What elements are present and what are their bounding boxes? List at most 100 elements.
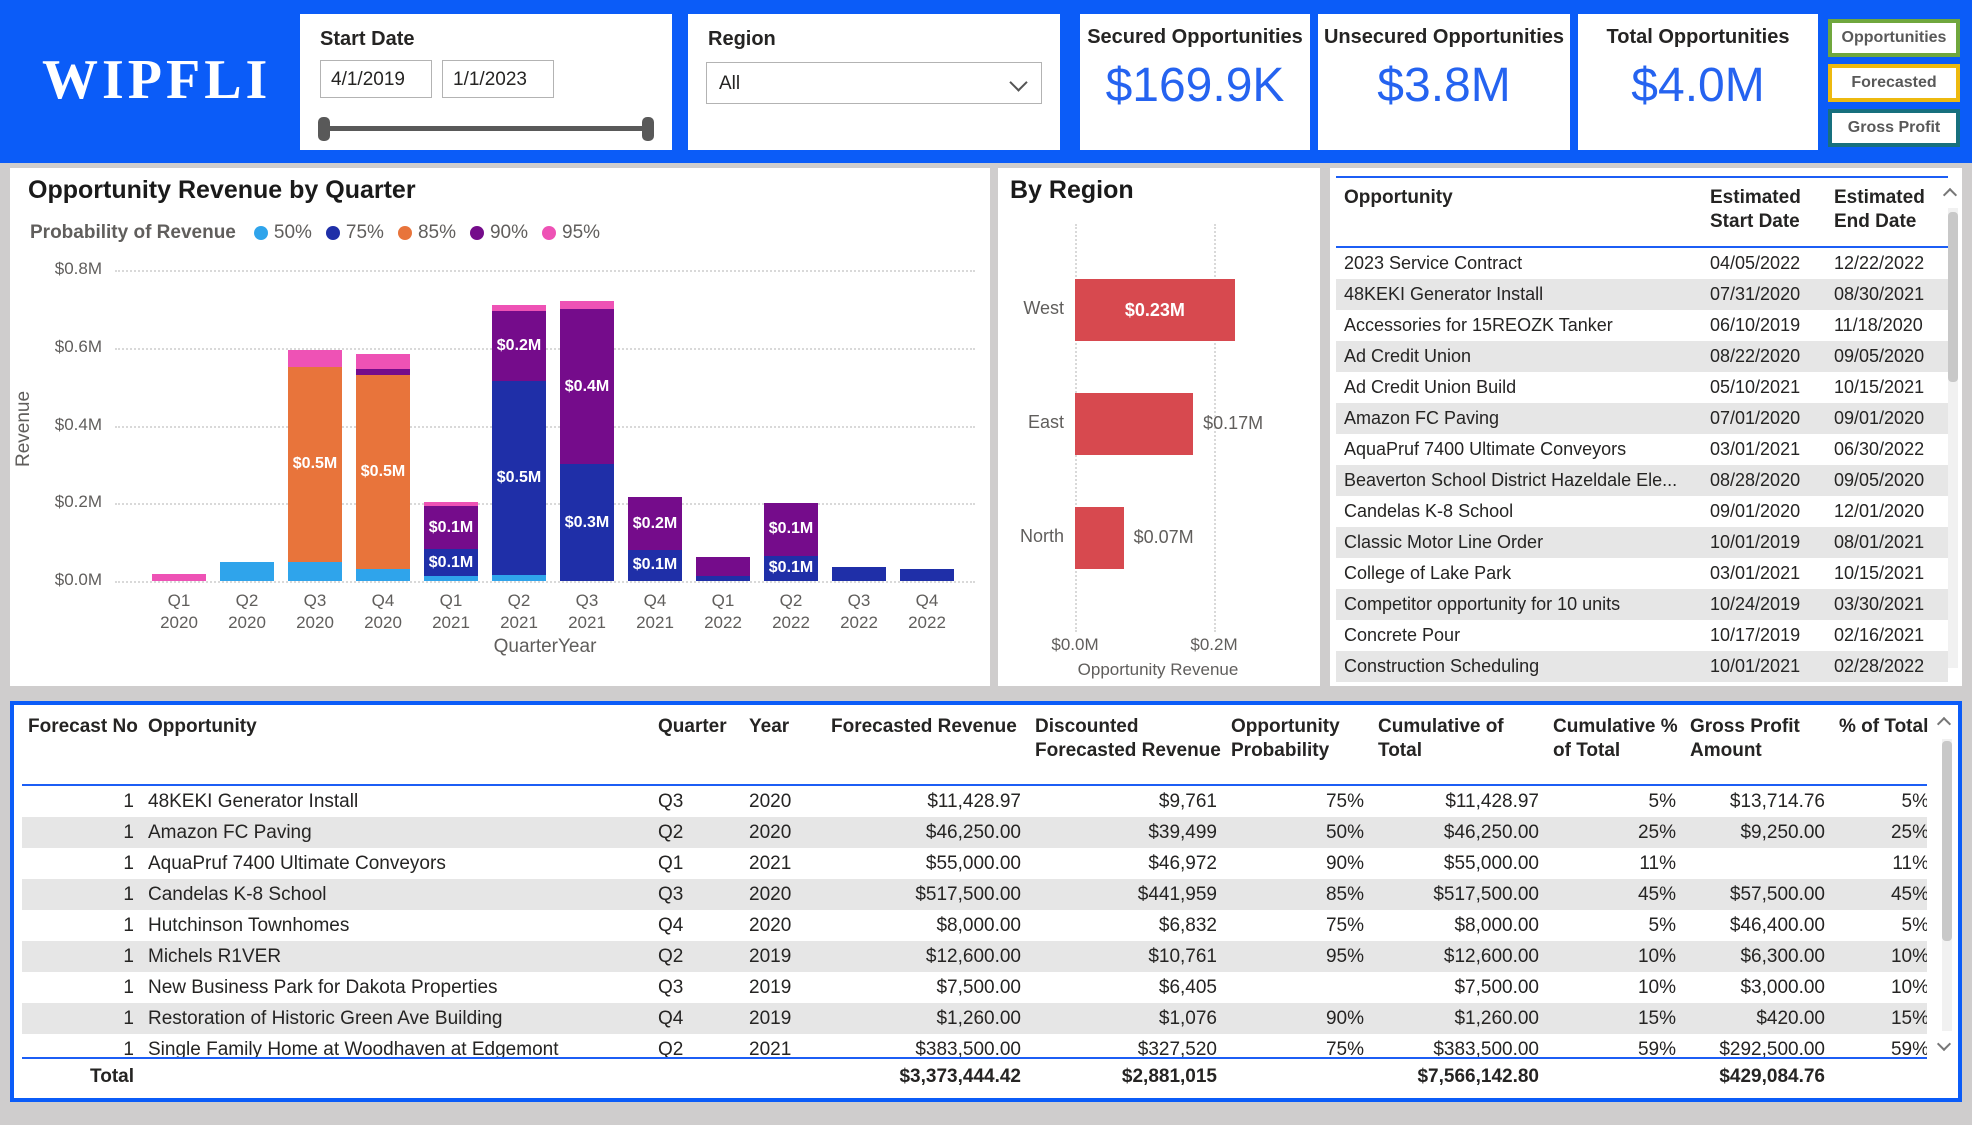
start-date-to-input[interactable]: 1/1/2023: [442, 60, 554, 98]
slider-handle-right[interactable]: [642, 117, 654, 141]
table-cell: $46,400.00: [1684, 910, 1831, 941]
bar-segment[interactable]: [492, 305, 546, 311]
table-cell: $292,500.00: [1684, 1034, 1831, 1057]
bar-segment[interactable]: $0.1M: [628, 550, 682, 581]
bar-segment[interactable]: [424, 502, 478, 507]
bar-segment[interactable]: [356, 369, 410, 375]
revenue-by-quarter-panel: Opportunity Revenue by Quarter Probabili…: [10, 168, 990, 686]
column-header[interactable]: Cumulative of Total: [1372, 705, 1545, 784]
bar-segment[interactable]: $0.3M: [560, 464, 614, 581]
table-row[interactable]: Ad Credit Union Build05/10/202110/15/202…: [1336, 372, 1948, 403]
table-row[interactable]: 1AquaPruf 7400 Ultimate ConveyorsQ12021$…: [22, 848, 1927, 879]
bar-segment[interactable]: [356, 569, 410, 581]
scroll-down-icon[interactable]: [1937, 1037, 1951, 1051]
table-cell: 1: [22, 1003, 140, 1034]
table-row[interactable]: 1Hutchinson TownhomesQ42020$8,000.00$6,8…: [22, 910, 1927, 941]
bar[interactable]: [1075, 507, 1124, 569]
bar[interactable]: [1075, 393, 1193, 455]
table-row[interactable]: 2023 Service Contract04/05/202212/22/202…: [1336, 248, 1948, 279]
table-cell: 75%: [1225, 786, 1370, 817]
bar-segment[interactable]: $0.2M: [492, 311, 546, 381]
table-row[interactable]: Concrete Pour10/17/201902/16/2021: [1336, 620, 1948, 651]
column-header[interactable]: Opportunity Probability: [1225, 705, 1370, 784]
nav-button-opportunities[interactable]: Opportunities: [1828, 19, 1960, 57]
bar-segment[interactable]: [696, 576, 750, 581]
table-row[interactable]: 1Single Family Home at Woodhaven at Edge…: [22, 1034, 1927, 1057]
bar-segment[interactable]: [152, 574, 206, 581]
table-row[interactable]: Accessories for 15REOZK Tanker06/10/2019…: [1336, 310, 1948, 341]
x-axis-label: Q12020: [145, 590, 213, 634]
bar-segment[interactable]: [356, 354, 410, 370]
scroll-up-icon[interactable]: [1937, 717, 1951, 731]
column-header[interactable]: Cumulative % of Total: [1547, 705, 1682, 784]
column-header[interactable]: Quarter: [652, 705, 741, 784]
table-row[interactable]: Classic Motor Line Order10/01/201908/01/…: [1336, 527, 1948, 558]
column-header[interactable]: Estimated Start Date: [1702, 178, 1824, 246]
bar-segment[interactable]: $0.5M: [288, 367, 342, 561]
table-row[interactable]: College of Lake Park03/01/202110/15/2021: [1336, 558, 1948, 589]
table-row[interactable]: Amazon FC Paving07/01/202009/01/2020: [1336, 403, 1948, 434]
nav-button-gross-profit[interactable]: Gross Profit: [1828, 109, 1960, 147]
column-header[interactable]: % of Total: [1833, 705, 1935, 784]
table-cell: 2021: [743, 1034, 823, 1057]
column-header[interactable]: Gross Profit Amount: [1684, 705, 1831, 784]
bar-segment[interactable]: $0.1M: [764, 556, 818, 581]
table-cell: Amazon FC Paving: [1336, 403, 1700, 434]
bar-segment[interactable]: [832, 567, 886, 581]
data-label: $0.5M: [361, 463, 405, 481]
total-cell: $2,881,015: [1029, 1061, 1223, 1092]
bar-segment[interactable]: $0.4M: [560, 309, 614, 465]
table-row[interactable]: AquaPruf 7400 Ultimate Conveyors03/01/20…: [1336, 434, 1948, 465]
table-row[interactable]: Beaverton School District Hazeldale Ele.…: [1336, 465, 1948, 496]
table-cell: $46,250.00: [825, 817, 1027, 848]
table-cell: 1: [22, 879, 140, 910]
table-row[interactable]: 148KEKI Generator InstallQ32020$11,428.9…: [22, 786, 1927, 817]
table-row[interactable]: 48KEKI Generator Install07/31/202008/30/…: [1336, 279, 1948, 310]
column-header[interactable]: Year: [743, 705, 823, 784]
bar-segment[interactable]: [288, 350, 342, 367]
bar-segment[interactable]: $0.1M: [424, 506, 478, 549]
bar-segment[interactable]: [696, 557, 750, 576]
column-header[interactable]: Opportunity: [1336, 178, 1700, 246]
table-row[interactable]: Ad Credit Union08/22/202009/05/2020: [1336, 341, 1948, 372]
column-header[interactable]: Discounted Forecasted Revenue: [1029, 705, 1223, 784]
bar-segment[interactable]: [492, 575, 546, 581]
table-row[interactable]: 1Amazon FC PavingQ22020$46,250.00$39,499…: [22, 817, 1927, 848]
table-row[interactable]: Candelas K-8 School09/01/202012/01/2020: [1336, 496, 1948, 527]
column-header[interactable]: Forecasted Revenue: [825, 705, 1027, 784]
start-date-from-input[interactable]: 4/1/2019: [320, 60, 432, 98]
table-row[interactable]: Competitor opportunity for 10 units10/24…: [1336, 589, 1948, 620]
data-label: $0.1M: [429, 554, 473, 572]
bar-segment[interactable]: $0.2M: [628, 497, 682, 549]
bar-segment[interactable]: $0.1M: [424, 549, 478, 576]
table-cell: 02/28/2022: [1826, 651, 1950, 682]
table-cell: Classic Motor Line Order: [1336, 527, 1700, 558]
column-header[interactable]: Estimated End Date: [1826, 178, 1950, 246]
bar-segment[interactable]: $0.1M: [764, 503, 818, 555]
slider-handle-left[interactable]: [318, 117, 330, 141]
bar-segment[interactable]: [424, 576, 478, 581]
date-range-slider[interactable]: [324, 126, 648, 131]
table-row[interactable]: Construction Scheduling10/01/202102/28/2…: [1336, 651, 1948, 682]
bar-segment[interactable]: [900, 569, 954, 581]
bar-segment[interactable]: [288, 562, 342, 581]
column-header[interactable]: Forecast No: [22, 705, 140, 784]
table-cell: 59%: [1833, 1034, 1927, 1057]
bar-segment[interactable]: $0.5M: [492, 381, 546, 575]
column-header[interactable]: Opportunity: [142, 705, 650, 784]
region-select[interactable]: All: [706, 62, 1042, 104]
bar-segment[interactable]: [220, 562, 274, 581]
table-cell: Restoration of Historic Green Ave Buildi…: [142, 1003, 650, 1034]
bar-segment[interactable]: [560, 301, 614, 309]
table-row[interactable]: 1Michels R1VERQ22019$12,600.00$10,76195%…: [22, 941, 1927, 972]
scrollbar[interactable]: [1942, 739, 1952, 1031]
nav-button-forecasted[interactable]: Forecasted: [1828, 64, 1960, 102]
scrollbar[interactable]: [1948, 208, 1958, 668]
table-row[interactable]: 1Candelas K-8 SchoolQ32020$517,500.00$44…: [22, 879, 1927, 910]
table-row[interactable]: 1New Business Park for Dakota Properties…: [22, 972, 1927, 1003]
scrollbar-thumb[interactable]: [1942, 741, 1952, 941]
scrollbar-thumb[interactable]: [1948, 212, 1958, 382]
table-row[interactable]: 1Restoration of Historic Green Ave Build…: [22, 1003, 1927, 1034]
bar-segment[interactable]: $0.5M: [356, 375, 410, 569]
table-cell: $1,260.00: [1372, 1003, 1545, 1034]
